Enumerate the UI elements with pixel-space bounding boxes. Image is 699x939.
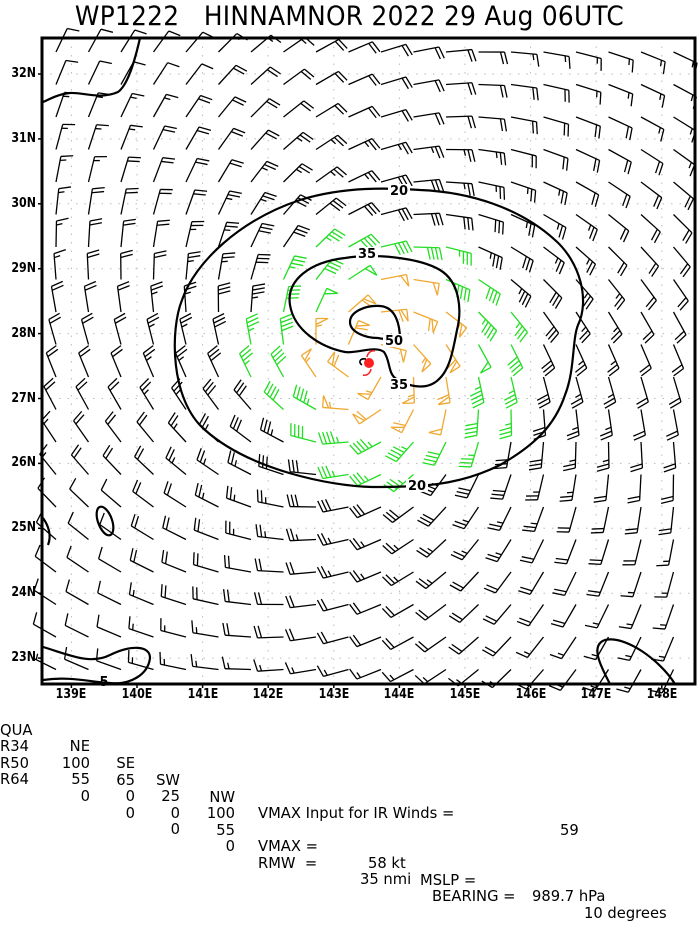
nw-header: NW	[197, 789, 235, 806]
x-tick-label: 140E	[116, 687, 159, 702]
info-header-row: QUA NE SE SW NW VMAX Input for IR Winds …	[0, 705, 20, 722]
contour-label-35-south: 35	[390, 378, 408, 393]
ne-header: NE	[52, 738, 90, 755]
x-tick-label: 141E	[181, 687, 224, 702]
y-tick-label: 32N	[5, 66, 36, 81]
contour-5	[43, 647, 150, 683]
x-tick-label: 147E	[575, 687, 618, 702]
r50-ne: 55	[52, 771, 90, 788]
x-tick-label: 144E	[378, 687, 421, 702]
r64-nw: 0	[197, 838, 235, 855]
mslp-value: 989.7 hPa	[532, 888, 605, 905]
y-tick-label: 23N	[5, 650, 36, 665]
contour-label-50: 50	[385, 334, 403, 349]
x-tick-label: 148E	[641, 687, 684, 702]
r64-label: R64	[0, 771, 29, 788]
x-tick-label: 146E	[509, 687, 552, 702]
y-tick-label: 25N	[5, 520, 36, 535]
contour-label-20-south: 20	[408, 479, 426, 494]
x-tick-label: 145E	[444, 687, 487, 702]
x-tick-label: 139E	[50, 687, 93, 702]
y-tick-label: 29N	[5, 261, 36, 276]
r64-se: 0	[97, 805, 135, 822]
wind-speed-contours	[43, 38, 675, 684]
rmw-value: 35 nmi	[360, 871, 411, 888]
r34-sw: 25	[142, 788, 180, 805]
vmax-input-value: 59	[560, 822, 579, 839]
bearing-value: 10 degrees	[584, 905, 667, 922]
tropical-storm-icon	[360, 351, 375, 376]
vmax-label: VMAX =	[258, 838, 318, 855]
y-tick-label: 31N	[5, 131, 36, 146]
bearing-label: BEARING =	[432, 888, 516, 905]
r34-se: 65	[97, 772, 135, 789]
rmw-label: RMW =	[258, 855, 317, 872]
r64-sw: 0	[142, 821, 180, 838]
storm-info-panel: QUA NE SE SW NW VMAX Input for IR Winds …	[0, 705, 699, 772]
vmax-value: 58 kt	[368, 855, 406, 872]
y-tick-label: 27N	[5, 391, 36, 406]
vmax-input-label: VMAX Input for IR Winds =	[258, 805, 454, 822]
y-tick-label: 24N	[5, 585, 36, 600]
r64-ne: 0	[52, 788, 90, 805]
y-tick-label: 26N	[5, 455, 36, 470]
mslp-label: MSLP =	[420, 872, 476, 889]
y-tick-label: 30N	[5, 196, 36, 211]
contour-label-35-north: 35	[358, 247, 376, 262]
r50-nw: 55	[197, 822, 235, 839]
contour-label-20-north: 20	[390, 184, 408, 199]
r34-nw: 100	[197, 805, 235, 822]
y-tick-label: 28N	[5, 326, 36, 341]
r50-sw: 0	[142, 805, 180, 822]
sw-header: SW	[142, 772, 180, 789]
r64-row: R64 0 0 0 0 RMW = 35 nmi BEARING = 10 de…	[0, 755, 20, 772]
x-tick-label: 143E	[313, 687, 356, 702]
r50-row: R50 55 0 0 55 VMAX = 58 kt MSLP = 989.7 …	[0, 738, 20, 755]
r50-se: 0	[97, 788, 135, 805]
se-header: SE	[97, 755, 135, 772]
contour-small-ellipse	[93, 505, 116, 538]
wind-barb-map: 20 20 35 35 50 5	[0, 0, 699, 705]
contour-35	[290, 256, 460, 386]
r34-ne: 100	[52, 755, 90, 772]
x-tick-label: 142E	[247, 687, 290, 702]
r34-row: R34 100 65 25 100	[0, 722, 20, 739]
